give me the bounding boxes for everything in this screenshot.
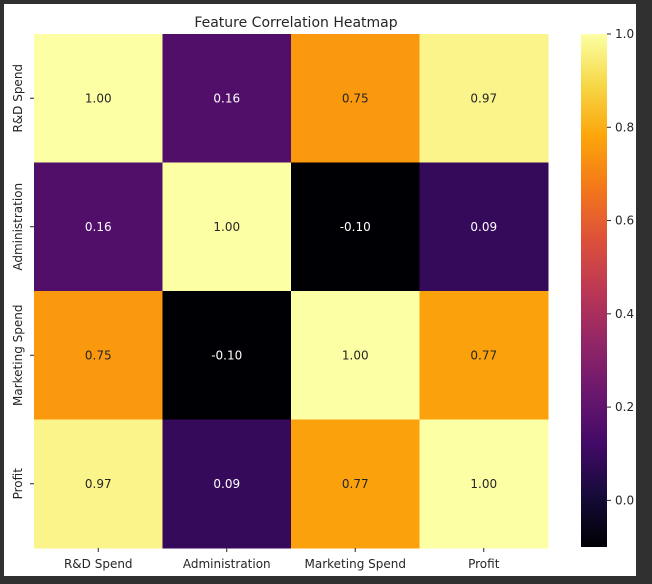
y-axis: R&D Spend Administration Marketing Spend Pr… <box>11 64 34 499</box>
cell-value-label: 1.00 <box>470 477 497 491</box>
y-tick-label: Profit <box>11 468 25 500</box>
figure-frame: Feature Correlation Heatmap 1.00 0.16 0.75… <box>4 4 636 576</box>
cell-value-label: 0.16 <box>213 91 240 105</box>
x-tick-label: Profit <box>468 557 500 571</box>
cell-value-label: -0.10 <box>211 348 242 362</box>
heatmap-cell <box>162 162 292 292</box>
heatmap-chart: Feature Correlation Heatmap 1.00 0.16 0.75… <box>11 15 634 571</box>
cell-value-label: 0.09 <box>213 477 240 491</box>
cell-value-label: 1.00 <box>85 91 112 105</box>
cell-value-label: 0.97 <box>470 91 497 105</box>
heatmap-cell <box>419 419 549 549</box>
chart-title: Feature Correlation Heatmap <box>194 15 397 31</box>
y-tick-label: Administration <box>11 183 25 271</box>
heatmap-cell <box>34 162 163 292</box>
cell-value-label: 1.00 <box>213 220 240 234</box>
heatmap-cell <box>34 291 163 420</box>
colorbar-tick-label: 0.2 <box>615 400 634 414</box>
cell-value-label: 0.75 <box>342 91 369 105</box>
x-tick-label: R&D Spend <box>64 557 133 571</box>
heatmap-cell <box>291 162 420 292</box>
cell-value-label: 0.77 <box>470 348 497 362</box>
x-tick-label: Administration <box>183 557 271 571</box>
heatmap-cell <box>162 291 292 420</box>
heatmap-cell <box>34 419 163 549</box>
x-axis: R&D Spend Administration Marketing Spend Pr… <box>64 548 500 571</box>
colorbar-gradient <box>581 34 607 547</box>
heatmap-cell <box>419 34 549 163</box>
colorbar-tick-label: 0.8 <box>615 120 634 134</box>
heatmap-cell <box>291 34 420 163</box>
colorbar-tick-label: 0.4 <box>615 307 634 321</box>
x-tick-label: Marketing Spend <box>305 557 406 571</box>
heatmap-cell <box>419 162 549 292</box>
y-tick-label: R&D Spend <box>11 64 25 133</box>
cell-value-label: 0.09 <box>470 220 497 234</box>
heatmap-cell <box>291 419 420 549</box>
cell-value-label: 1.00 <box>342 348 369 362</box>
heatmap-cells: 1.00 0.16 0.75 0.97 0.16 1.00 -0.10 0.09 0.75 -0.… <box>34 34 549 549</box>
heatmap-cell <box>162 419 292 549</box>
cell-value-label: 0.77 <box>342 477 369 491</box>
cell-value-label: 0.97 <box>85 477 112 491</box>
y-tick-label: Marketing Spend <box>11 305 25 406</box>
cell-value-label: 0.75 <box>85 348 112 362</box>
heatmap-cell <box>419 291 549 420</box>
heatmap-cell <box>162 34 292 163</box>
heatmap-cell <box>34 34 163 163</box>
colorbar-tick-label: 0.6 <box>615 214 634 228</box>
cell-value-label: 0.16 <box>85 220 112 234</box>
colorbar: 0.0 0.2 0.4 0.6 0.8 1.0 <box>581 27 634 547</box>
heatmap-cell <box>291 291 420 420</box>
colorbar-tick-label: 1.0 <box>615 27 634 41</box>
colorbar-tick-label: 0.0 <box>615 493 634 507</box>
cell-value-label: -0.10 <box>340 220 371 234</box>
